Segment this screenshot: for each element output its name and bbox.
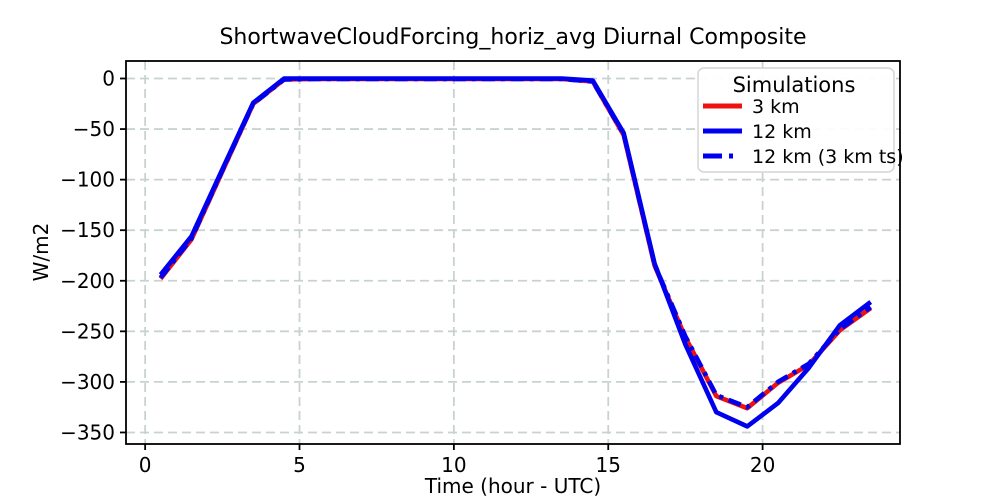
axis-ticks: 0 5 10 15 20 0 −50 −100 −150 −200 −250 −300 −350	[60, 66, 775, 477]
legend-label-12km: 12 km	[752, 121, 812, 143]
series-line-12-km-3-km-ts-	[158, 76, 873, 410]
y-tick-label: 0	[102, 66, 115, 90]
legend[interactable]: Simulations 3 km 12 km 12 km (3 km ts)	[697, 67, 904, 173]
y-axis-label: W/m2	[29, 223, 53, 282]
y-tick-label: −200	[60, 269, 115, 293]
legend-label-3km: 3 km	[752, 96, 800, 118]
x-tick-label: 5	[293, 453, 306, 477]
x-tick-label: 20	[750, 453, 775, 477]
y-tick-label: −50	[73, 117, 115, 141]
data-series	[158, 76, 873, 429]
x-tick-label: 15	[596, 453, 621, 477]
y-tick-label: −250	[60, 319, 115, 343]
y-tick-label: −150	[60, 218, 115, 242]
x-tick-label: 0	[139, 453, 152, 477]
y-tick-label: −350	[60, 420, 115, 444]
chart-title: ShortwaveCloudForcing_horiz_avg Diurnal …	[219, 25, 806, 50]
y-tick-label: −100	[60, 168, 115, 192]
legend-box	[697, 67, 895, 173]
plot-border	[125, 60, 901, 445]
legend-title: Simulations	[733, 73, 856, 97]
x-tick-label: 10	[441, 453, 466, 477]
y-tick-label: −300	[60, 370, 115, 394]
legend-label-12km-3kmts: 12 km (3 km ts)	[752, 146, 904, 168]
x-axis-label: Time (hour - UTC)	[424, 474, 601, 498]
